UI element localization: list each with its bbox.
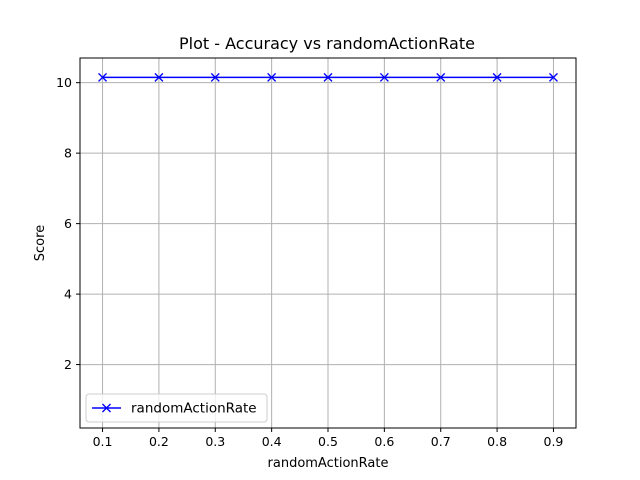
- data-point-marker: [436, 72, 446, 82]
- x-tick-label: 0.7: [431, 434, 451, 449]
- legend: randomActionRate: [85, 393, 268, 423]
- grid: [80, 58, 576, 428]
- data-point-marker: [379, 72, 389, 82]
- x-tick-label: 0.1: [93, 434, 113, 449]
- x-tick-label: 0.3: [205, 434, 225, 449]
- data-point-marker: [267, 72, 277, 82]
- x-tick-label: 0.2: [149, 434, 169, 449]
- x-axis-label: randomActionRate: [268, 456, 389, 471]
- legend-label: randomActionRate: [131, 401, 257, 417]
- x-tick-label: 0.4: [262, 434, 282, 449]
- y-tick-label: 8: [64, 146, 72, 161]
- y-tick-label: 6: [64, 216, 72, 231]
- y-tick-label: 2: [64, 357, 72, 372]
- data-point-marker: [492, 72, 502, 82]
- plot-frame: [79, 57, 577, 429]
- legend-x-marker: [102, 403, 111, 413]
- legend-marker: [102, 403, 111, 413]
- x-tick-label: 0.6: [374, 434, 394, 449]
- data-point-marker: [548, 72, 558, 82]
- chart-title: Plot - Accuracy vs randomActionRate: [179, 34, 475, 53]
- y-axis-label: Score: [33, 225, 48, 261]
- data-point-marker: [98, 72, 108, 82]
- data-point-marker: [323, 72, 333, 82]
- axis-ticks: 0.1 0.2 0.3 0.4 0.5 0.6 0.7 0.8 0.9 2 4 6 8 10: [56, 75, 563, 449]
- x-tick-label: 0.8: [487, 434, 507, 449]
- y-tick-label: 10: [56, 75, 72, 90]
- y-tick-label: 4: [64, 287, 72, 302]
- x-tick-label: 0.9: [544, 434, 564, 449]
- data-point-marker: [210, 72, 220, 82]
- x-tick-label: 0.5: [318, 434, 338, 449]
- series-layer: [98, 72, 558, 82]
- legend-box: [85, 393, 268, 423]
- data-point-marker: [154, 72, 164, 82]
